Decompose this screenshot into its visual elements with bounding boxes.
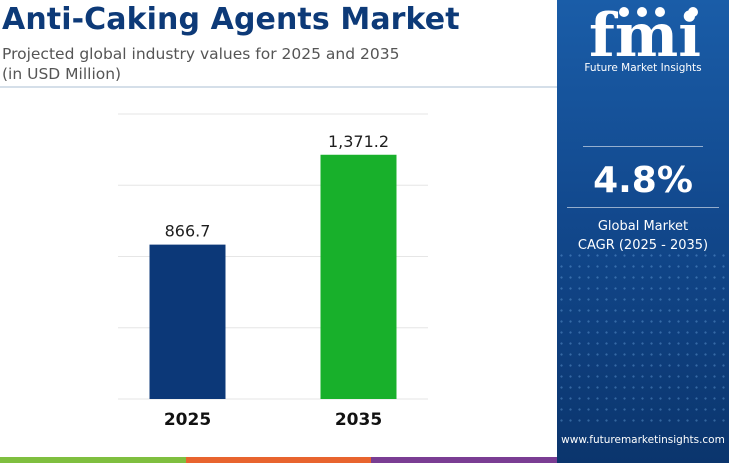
logo-dot-icon [655, 7, 665, 17]
cagr-label-line-2: CAGR (2025 - 2035) [577, 238, 709, 253]
chart-bars [149, 154, 397, 399]
page-title: Anti-Caking Agents Market [2, 2, 460, 37]
page-subtitle: Projected global industry values for 202… [2, 44, 399, 84]
subtitle-line-1: Projected global industry values for 202… [2, 45, 400, 63]
x-tick-label-2025: 2025 [164, 410, 211, 430]
dot-pattern-decoration [557, 250, 729, 430]
strip-segment-orange [185, 457, 372, 463]
data-label-2025: 866.7 [165, 222, 211, 241]
bar-2025 [149, 244, 226, 399]
bottom-color-strip [0, 457, 558, 463]
header-divider [0, 86, 557, 88]
x-tick-label-2035: 2035 [335, 410, 382, 430]
chart-panel: Anti-Caking Agents Market Projected glob… [0, 0, 558, 463]
cagr-divider [567, 207, 719, 208]
logo-dot-icon [637, 7, 647, 17]
subtitle-line-2: (in USD Million) [2, 65, 122, 83]
chart-labels: 866.7 2025 1,371.2 2035 [164, 132, 389, 430]
brand-name: Future Market Insights [584, 62, 702, 74]
cagr-divider-top [583, 146, 703, 147]
info-sidebar: fmi Future Market Insights 4.8% Global M… [557, 0, 729, 463]
fmi-logo: fmi [589, 4, 701, 66]
bar-chart: 866.7 2025 1,371.2 2035 [118, 113, 428, 430]
logo-dot-icon [619, 7, 629, 17]
strip-segment-green [0, 457, 186, 463]
cagr-label-line-1: Global Market [597, 219, 689, 234]
logo-dot-icon [688, 7, 698, 17]
cagr-value: 4.8% [593, 160, 693, 201]
cagr-label: Global Market CAGR (2025 - 2035) [557, 217, 729, 255]
bar-2035 [320, 154, 397, 399]
data-label-2035: 1,371.2 [328, 132, 389, 151]
strip-segment-purple [371, 457, 558, 463]
website-link[interactable]: www.futuremarketinsights.com [561, 434, 725, 446]
